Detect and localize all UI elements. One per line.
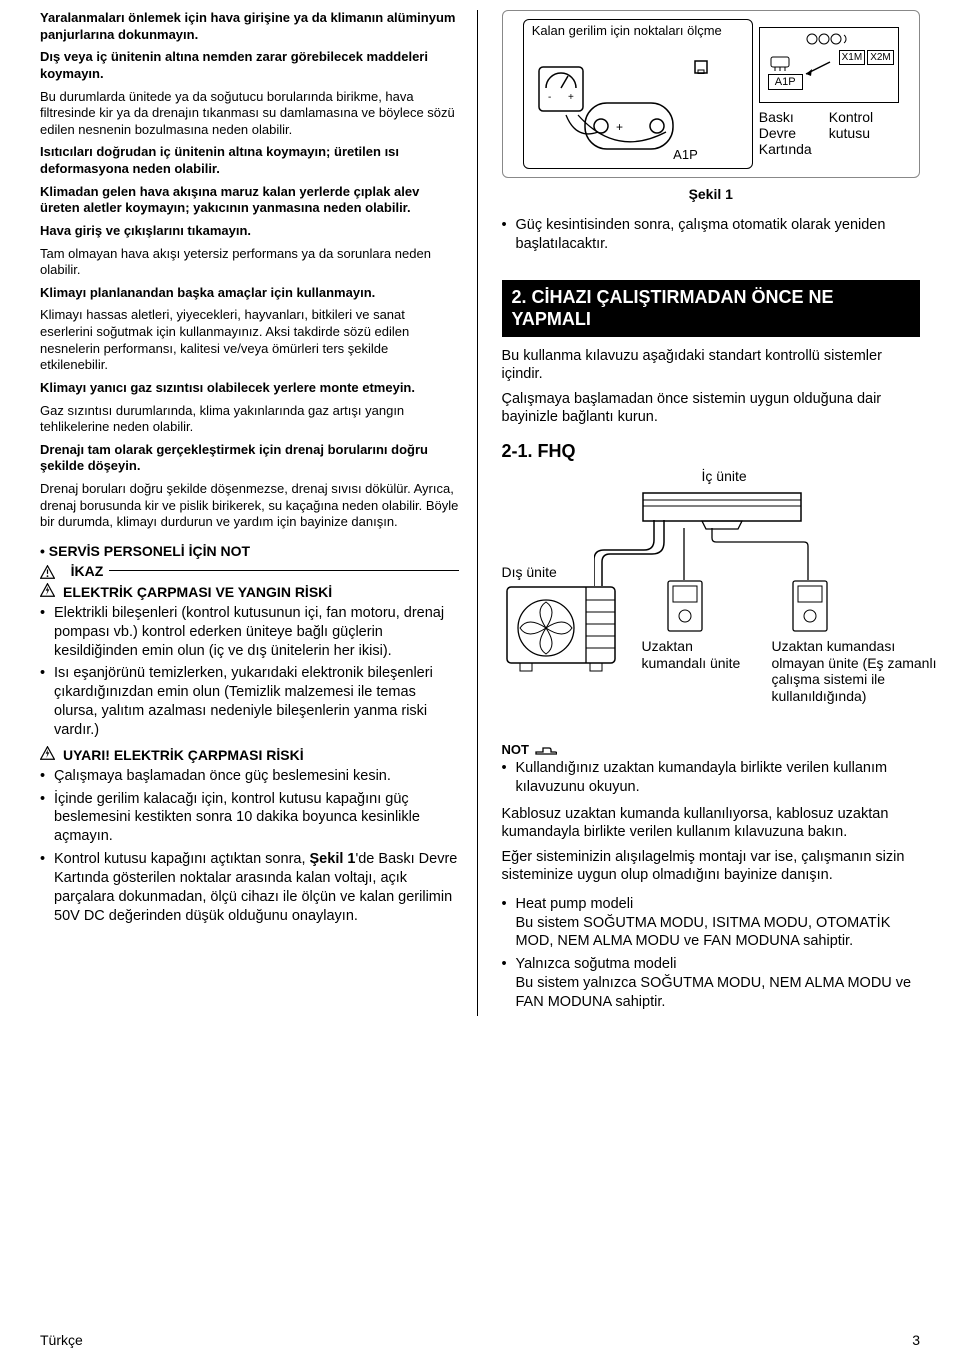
warn-p8-body: Drenaj boruları doğru şekilde döşenmezse… <box>40 481 459 531</box>
x1m-label: X1M <box>839 50 866 65</box>
warn-p6-head: Klimayı planlanandan başka amaçlar için … <box>40 285 459 302</box>
warn-p3: Isıtıcıları doğrudan iç ünitenin altına … <box>40 144 459 177</box>
elec-fire-heading: ELEKTRİK ÇARPMASI VE YANGIN RİSKİ <box>40 583 459 600</box>
note-item-1: Kullandığınız uzaktan kumandayla birlikt… <box>502 759 921 797</box>
note-p3: Eğer sisteminizin alışılagelmiş montajı … <box>502 848 921 885</box>
control-caption: Kontrol kutusu <box>829 109 889 157</box>
warn-p4: Klimadan gelen hava akışına maruz kalan … <box>40 184 459 217</box>
right-column: Kalan gerilim için noktaları ölçme - + + <box>498 10 921 1016</box>
left-column: Yaralanmaları önlemek için hava girişine… <box>40 10 478 1016</box>
a1p-label-inner: A1P <box>673 147 698 162</box>
figure-2-system-diagram: İç ünite Dış ünite <box>502 468 921 728</box>
model-cooling: Yalnızca soğutma modeli Bu sistem yalnız… <box>502 955 921 1012</box>
warn-p2-head: Dış veya iç ünitenin altına nemden zarar… <box>40 49 459 82</box>
transistor-icon <box>770 56 790 72</box>
elec-fire-text: ELEKTRİK ÇARPMASI VE YANGIN RİSKİ <box>63 584 332 600</box>
figure-1-caption: Şekil 1 <box>502 186 921 202</box>
sec2-p1: Bu kullanma kılavuzu aşağıdaki standart … <box>502 347 921 384</box>
x2m-label: X2M <box>867 50 894 65</box>
a1p-label-box: A1P <box>768 74 803 90</box>
connector-icon <box>694 60 708 74</box>
probe-lines <box>536 60 696 160</box>
note-list: Kullandığınız uzaktan kumandayla birlikt… <box>502 759 921 797</box>
warn-p2-body: Bu durumlarda ünitede ya da soğutucu bor… <box>40 89 459 139</box>
uyari-item-2: İçinde gerilim kalacağı için, kontrol ku… <box>40 790 459 847</box>
uyari-heading: UYARI! ELEKTRİK ÇARPMASI RİSKİ <box>40 746 459 763</box>
control-box: A1P X1M X2M <box>759 27 899 103</box>
remote-wires <box>682 528 832 588</box>
warning-triangle-icon <box>40 565 55 579</box>
control-side: A1P X1M X2M Baskı Devre Kartında Kontrol… <box>759 19 899 169</box>
pcb-caption: Baskı Devre Kartında <box>759 109 819 157</box>
ikaz-rule: İKAZ <box>40 563 459 577</box>
arrow-icon <box>802 60 832 78</box>
remote-off-label: Uzaktan kumandası olmayan ünite (Eş zama… <box>772 638 942 705</box>
footer-language: Türkçe <box>40 1332 83 1348</box>
service-note-heading: • SERVİS PERSONELİ İÇİN NOT <box>40 543 459 559</box>
elec-fire-list: Elektrikli bileşenleri (kontrol kutusunu… <box>40 604 459 740</box>
warn-p7-body: Gaz sızıntısı durumlarında, klima yakınl… <box>40 403 459 436</box>
uyari-item-1: Çalışmaya başlamadan önce güç beslemesin… <box>40 767 459 786</box>
after-power-list: Güç kesintisinden sonra, çalışma otomati… <box>502 216 921 254</box>
section-2-heading: 2. CİHAZI ÇALIŞTIRMADAN ÖNCE NE YAPMALI <box>502 280 921 337</box>
pcb-side: Kalan gerilim için noktaları ölçme - + + <box>523 19 753 169</box>
two-column-layout: Yaralanmaları önlemek için hava girişine… <box>40 10 920 1016</box>
fig1-title: Kalan gerilim için noktaları ölçme <box>532 24 722 38</box>
outdoor-unit-label: Dış ünite <box>502 564 557 580</box>
service-note-text: SERVİS PERSONELİ İÇİN NOT <box>49 543 250 559</box>
note-hand-icon <box>535 742 557 756</box>
model-heatpump: Heat pump modeli Bu sistem SOĞUTMA MODU,… <box>502 895 921 952</box>
warn-p1: Yaralanmaları önlemek için hava girişine… <box>40 10 459 43</box>
page-footer: Türkçe 3 <box>40 1332 920 1348</box>
shock-triangle-icon <box>40 746 55 760</box>
indoor-unit-label: İç ünite <box>702 468 747 484</box>
pcb-panel: Kalan gerilim için noktaları ölçme - + + <box>523 19 753 169</box>
outdoor-unit-icon <box>506 586 616 672</box>
warn-p6-body: Klimayı hassas aletleri, yiyecekleri, ha… <box>40 307 459 374</box>
uyari-text: UYARI! ELEKTRİK ÇARPMASI RİSKİ <box>63 747 304 763</box>
note-heading: NOT <box>502 742 921 757</box>
warn-p5-head: Hava giriş ve çıkışlarını tıkamayın. <box>40 223 459 240</box>
figure-1-block: Kalan gerilim için noktaları ölçme - + + <box>502 10 921 178</box>
warn-p5-body: Tam olmayan hava akışı yetersiz performa… <box>40 246 459 279</box>
note-p2: Kablosuz uzaktan kumanda kullanılıyorsa,… <box>502 805 921 842</box>
remote-on-label: Uzaktan kumandalı ünite <box>642 638 742 672</box>
after-power-item: Güç kesintisinden sonra, çalışma otomati… <box>502 216 921 254</box>
capacitors-icon <box>804 32 854 46</box>
warn-p8-head: Drenajı tam olarak gerçekleştirmek için … <box>40 442 459 475</box>
uyari-item-3: Kontrol kutusu kapağını açtıktan sonra, … <box>40 850 459 925</box>
elec-fire-item-1: Elektrikli bileşenleri (kontrol kutusunu… <box>40 604 459 661</box>
footer-page-number: 3 <box>912 1332 920 1348</box>
sec2-p2: Çalışmaya başlamadan önce sistemin uygun… <box>502 390 921 427</box>
elec-fire-item-2: Isı eşanjörünü temizlerken, yukarıdaki e… <box>40 664 459 739</box>
ikaz-label: İKAZ <box>65 563 110 579</box>
model-list: Heat pump modeli Bu sistem SOĞUTMA MODU,… <box>502 895 921 1012</box>
shock-triangle-icon <box>40 583 55 597</box>
warn-p7-head: Klimayı yanıcı gaz sızıntısı olabilecek … <box>40 380 459 397</box>
uyari-list: Çalışmaya başlamadan önce güç beslemesin… <box>40 767 459 926</box>
note-label: NOT <box>502 742 529 757</box>
section-2-1-heading: 2-1. FHQ <box>502 441 921 462</box>
